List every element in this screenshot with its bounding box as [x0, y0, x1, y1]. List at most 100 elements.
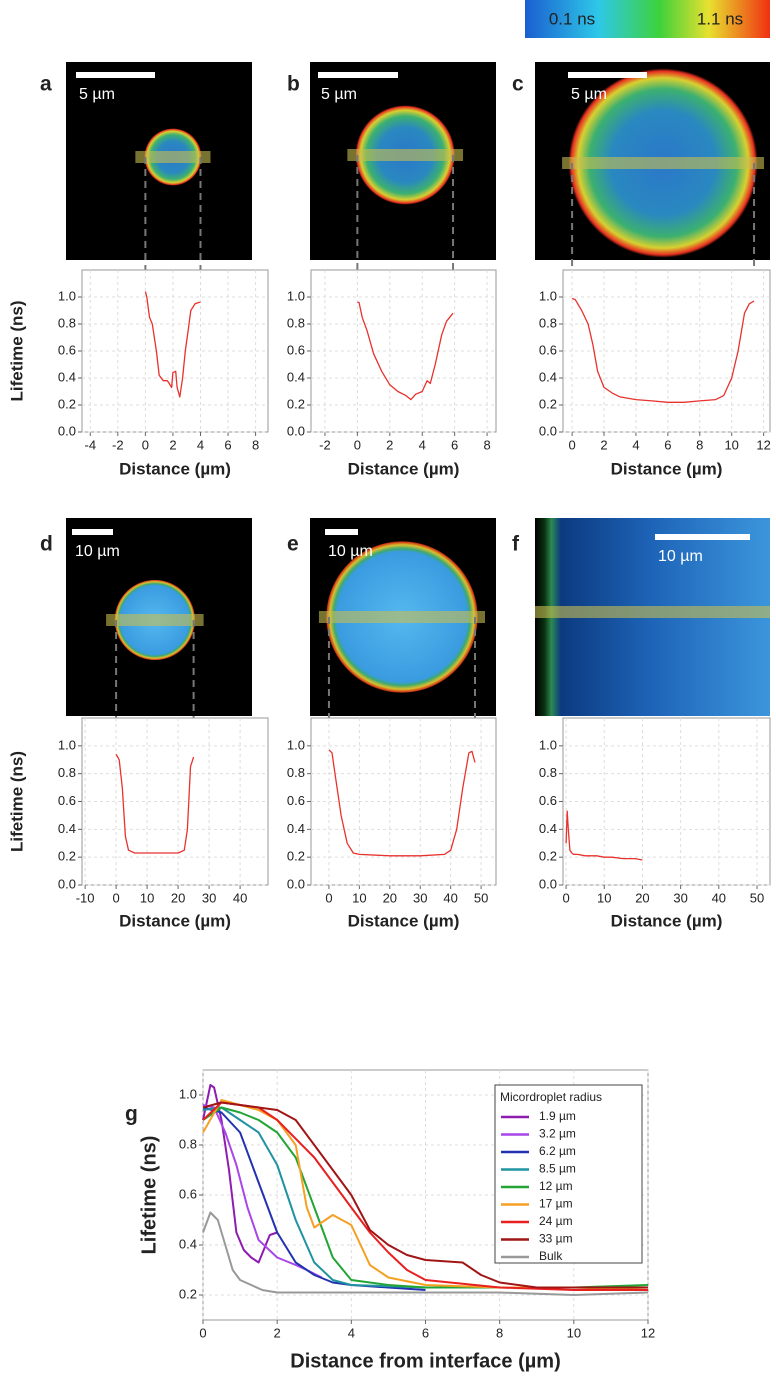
data-line — [202, 1099, 649, 1291]
x-tick-label: 6 — [451, 437, 458, 452]
x-tick-label: 30 — [202, 890, 216, 905]
y-tick-label: 0.2 — [539, 396, 557, 411]
y-tick-label: 0.8 — [287, 765, 305, 780]
y-tick-label: 1.0 — [179, 1086, 197, 1101]
data-line — [115, 753, 195, 854]
x-tick-label: 12 — [641, 1325, 655, 1340]
legend-label: 6.2 µm — [539, 1144, 576, 1158]
panel-label: b — [287, 73, 300, 96]
y-axis-title: Lifetime (ns) — [7, 300, 26, 401]
scale-bar — [318, 72, 398, 78]
legend-label: 8.5 µm — [539, 1162, 576, 1176]
x-tick-label: 2 — [169, 437, 176, 452]
y-tick-label: 0.8 — [58, 765, 76, 780]
y-tick-label: 0.0 — [287, 876, 305, 891]
data-line — [202, 1104, 323, 1279]
data-line — [202, 1101, 648, 1289]
x-tick-label: 12 — [756, 437, 770, 452]
line-profile-band — [135, 151, 211, 163]
x-tick-label: 10 — [140, 890, 154, 905]
data-line — [202, 1106, 519, 1289]
legend-label: 24 µm — [539, 1214, 573, 1228]
y-tick-label: 0.0 — [58, 876, 76, 891]
x-tick-label: 0 — [142, 437, 149, 452]
x-tick-label: 10 — [567, 1325, 581, 1340]
scale-bar — [325, 529, 358, 535]
colorbar — [525, 0, 770, 38]
y-tick-label: 1.0 — [539, 737, 557, 752]
microscopy-image — [535, 518, 770, 716]
x-tick-label: 0 — [354, 437, 361, 452]
colorbar-label: 0.1 ns — [549, 9, 595, 28]
y-tick-label: 0.6 — [539, 342, 557, 357]
y-tick-label: 0.4 — [179, 1236, 197, 1251]
x-axis-title: Distance (µm) — [611, 911, 723, 930]
x-axis-title: Distance (µm) — [348, 911, 460, 930]
x-tick-label: -10 — [76, 890, 95, 905]
panel-label: d — [40, 533, 53, 556]
y-tick-label: 0.6 — [58, 342, 76, 357]
y-tick-label: 1.0 — [287, 288, 305, 303]
x-tick-label: 20 — [635, 890, 649, 905]
y-tick-label: 0.2 — [539, 849, 557, 864]
y-tick-label: 0.4 — [539, 821, 557, 836]
scale-bar-label: 5 µm — [321, 86, 357, 103]
x-tick-label: 4 — [348, 1325, 355, 1340]
legend-title: Micordroplet radius — [500, 1090, 602, 1104]
x-axis-title: Distance (µm) — [611, 459, 723, 478]
microscopy-image — [66, 62, 252, 260]
scale-bar-label: 10 µm — [328, 543, 373, 560]
legend-label: 1.9 µm — [539, 1109, 576, 1123]
y-tick-label: 0.0 — [539, 423, 557, 438]
x-tick-label: -2 — [112, 437, 124, 452]
data-line — [144, 291, 201, 398]
x-tick-label: 2 — [274, 1325, 281, 1340]
legend-box — [494, 1084, 643, 1264]
x-tick-label: 8 — [496, 1325, 503, 1340]
x-tick-label: 4 — [419, 437, 426, 452]
scale-bar-label: 5 µm — [79, 86, 115, 103]
x-tick-label: 2 — [600, 437, 607, 452]
scale-bar — [568, 72, 647, 78]
legend-label: Bulk — [539, 1249, 563, 1263]
y-tick-label: 0.6 — [287, 793, 305, 808]
x-tick-label: 0 — [562, 890, 569, 905]
data-line — [202, 1084, 278, 1264]
x-tick-label: -4 — [84, 437, 96, 452]
x-axis-title: Distance (µm) — [119, 911, 231, 930]
x-tick-label: 50 — [750, 890, 764, 905]
line-profile-band — [535, 606, 770, 618]
microscopy-image — [310, 62, 496, 260]
data-line — [565, 810, 643, 861]
panel-label: c — [512, 73, 524, 96]
y-tick-label: 0.4 — [539, 369, 557, 384]
x-tick-label: 50 — [474, 890, 488, 905]
x-axis-title: Distance (µm) — [348, 459, 460, 478]
x-tick-label: 40 — [233, 890, 247, 905]
x-tick-label: 10 — [724, 437, 738, 452]
microscopy-image — [535, 62, 770, 260]
data-line — [357, 301, 454, 401]
y-tick-label: 0.2 — [287, 396, 305, 411]
y-tick-label: 1.0 — [58, 737, 76, 752]
colorbar-label: 1.1 ns — [697, 9, 743, 28]
x-tick-label: 8 — [696, 437, 703, 452]
scale-bar-label: 5 µm — [571, 86, 607, 103]
y-tick-label: 0.2 — [58, 396, 76, 411]
y-tick-label: 0.2 — [287, 849, 305, 864]
data-line — [571, 297, 755, 403]
x-tick-label: 8 — [252, 437, 259, 452]
y-tick-label: 0.4 — [287, 821, 305, 836]
scale-bar-label: 10 µm — [75, 543, 120, 560]
scale-bar-label: 10 µm — [658, 548, 703, 565]
panel-label: f — [512, 533, 520, 556]
x-tick-label: 4 — [632, 437, 639, 452]
line-profile-band — [318, 611, 486, 623]
y-tick-label: 0.4 — [287, 369, 305, 384]
line-profile-band — [106, 614, 204, 626]
x-tick-label: 20 — [171, 890, 185, 905]
y-tick-label: 0.6 — [58, 793, 76, 808]
y-tick-label: 0.6 — [539, 793, 557, 808]
x-tick-label: 10 — [352, 890, 366, 905]
x-tick-label: 0 — [199, 1325, 206, 1340]
